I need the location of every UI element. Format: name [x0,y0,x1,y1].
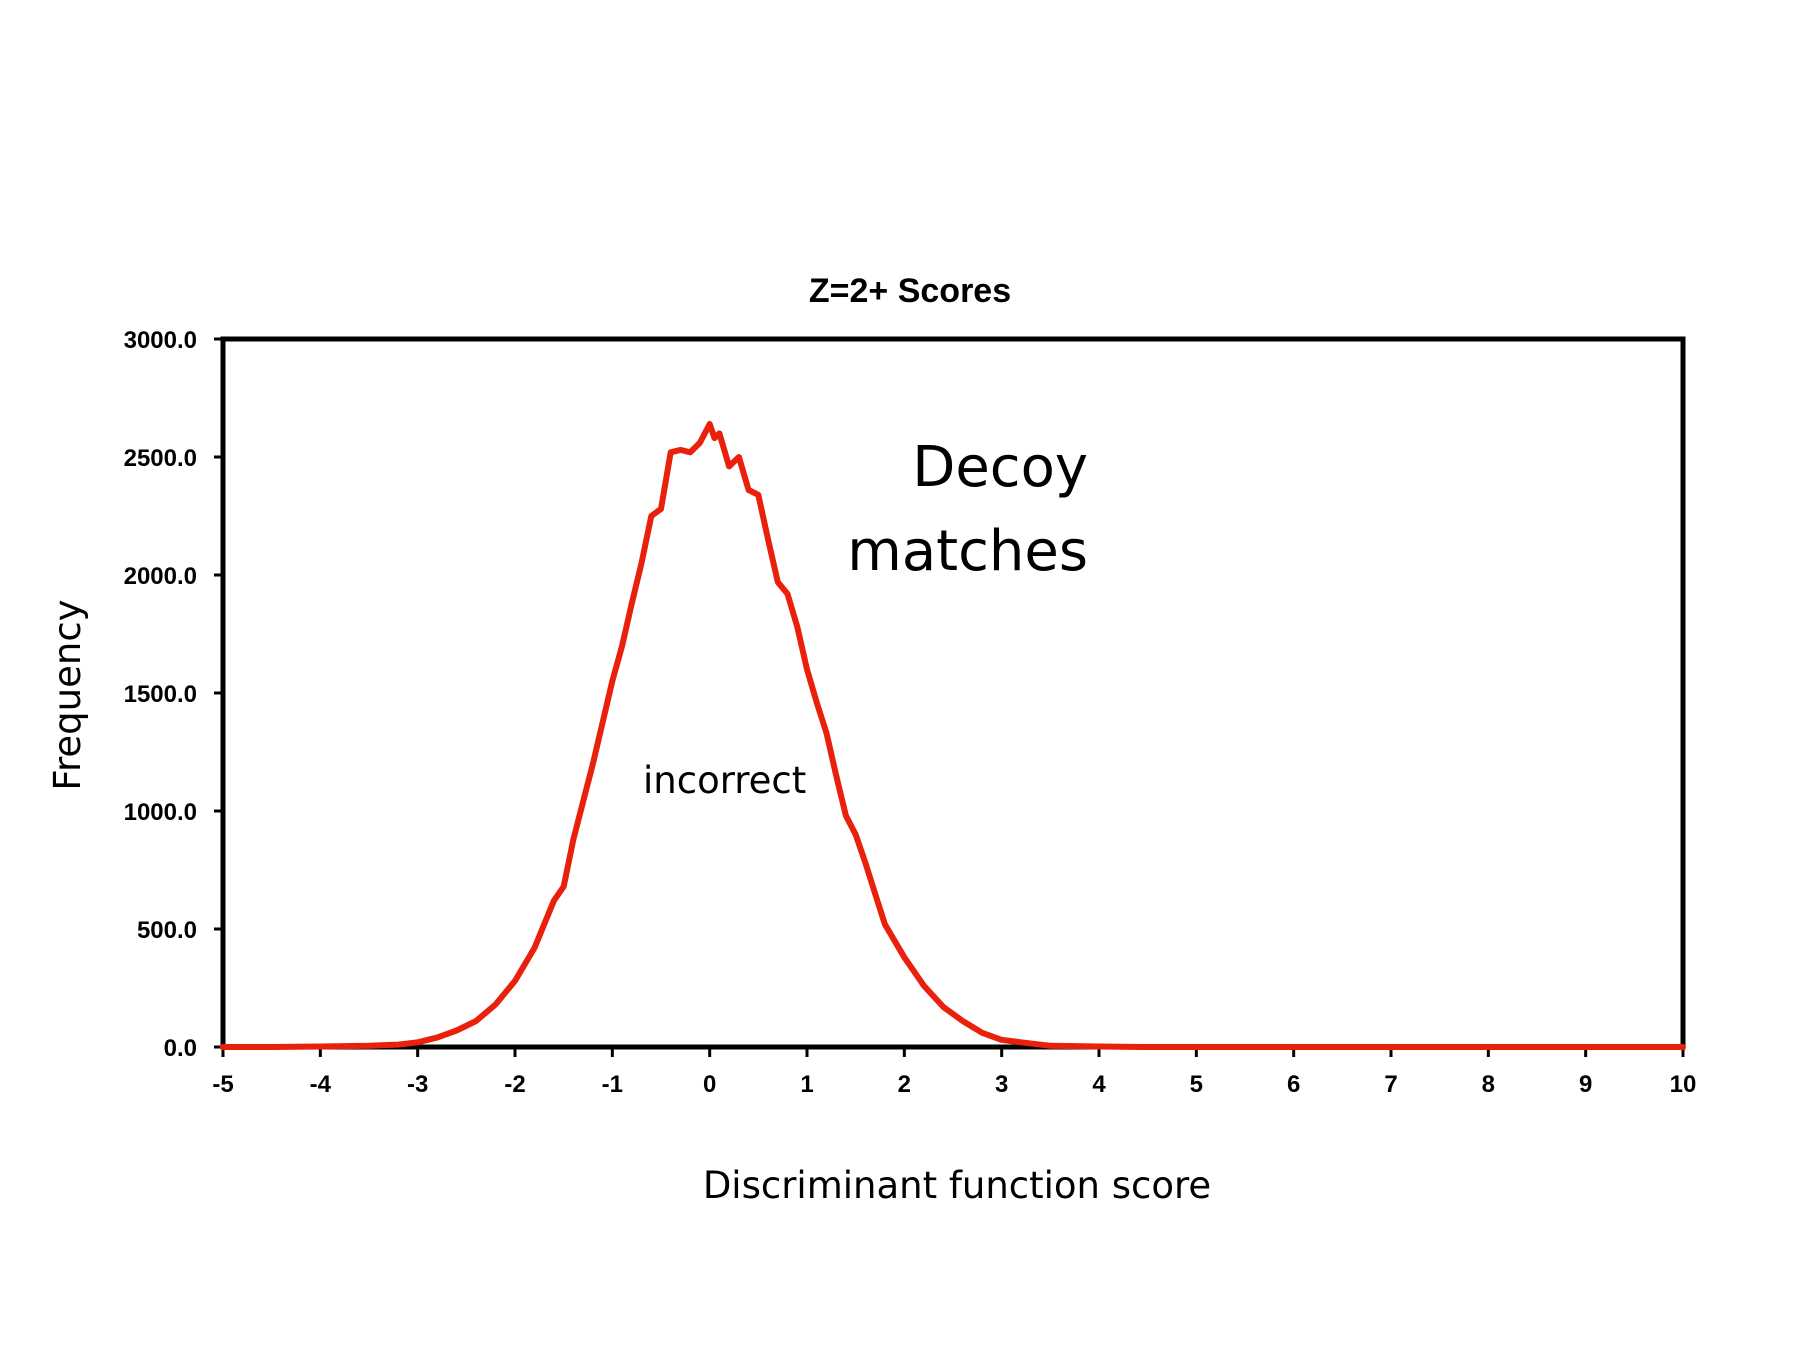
annotation-decoy: Decoy [912,435,1088,500]
x-tick-label: 1 [800,1071,813,1098]
x-tick-label: -1 [602,1071,623,1098]
x-tick-label: 3 [995,1071,1008,1098]
y-tick-label: 500.0 [137,917,197,944]
x-tick-label: 6 [1287,1071,1300,1098]
x-tick-label: 10 [1670,1071,1697,1098]
x-tick-label: -3 [407,1071,428,1098]
y-tick-label: 1500.0 [124,681,197,708]
x-axis-label: Discriminant function score [703,1164,1211,1207]
x-tick-label: -4 [310,1071,332,1098]
plot-frame [220,336,1686,1050]
y-axis: 0.0 500.0 1000.0 1500.0 2000.0 2500.0 3000.0 [124,327,223,1062]
chart-title: Z=2+ Scores [809,272,1011,310]
y-tick-label: 1000.0 [124,799,197,826]
x-tick-label: -5 [212,1071,233,1098]
x-tick-label: 5 [1190,1071,1203,1098]
x-tick-label: 8 [1482,1071,1495,1098]
x-tick-label: 9 [1579,1071,1592,1098]
y-tick-label: 2500.0 [124,445,197,472]
y-tick-label: 3000.0 [124,327,197,354]
x-tick-label: 2 [898,1071,911,1098]
x-tick-label: 7 [1384,1071,1397,1098]
y-tick-label: 2000.0 [124,563,197,590]
x-axis: -5 -4 -3 -2 -1 0 1 2 3 4 5 6 7 8 9 10 [212,1047,1696,1098]
annotation-matches: matches [847,519,1088,584]
series-line [220,421,1686,1050]
y-axis-label: Frequency [46,599,89,790]
x-tick-label: -2 [504,1071,525,1098]
x-tick-label: 4 [1092,1071,1106,1098]
y-tick-label: 0.0 [164,1035,197,1062]
x-tick-label: 0 [703,1071,716,1098]
annotation-incorrect: incorrect [643,759,806,802]
